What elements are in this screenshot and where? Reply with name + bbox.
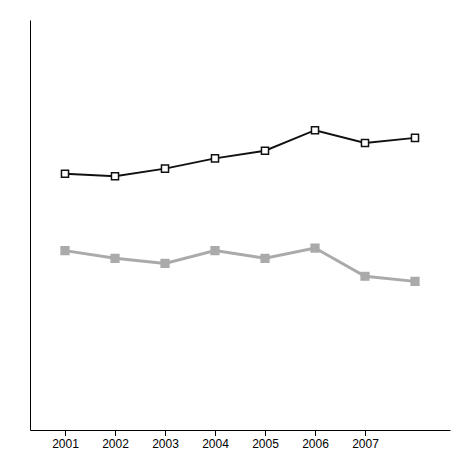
x-tick-mark [315, 430, 316, 436]
x-tick-label: 2006 [302, 437, 329, 451]
marker [411, 278, 419, 286]
x-tick-label: 2007 [352, 437, 379, 451]
marker [311, 244, 319, 252]
marker [361, 139, 368, 146]
x-tick-label: 2004 [202, 437, 229, 451]
chart: 2001 2002 2003 2004 2005 2006 2007 [0, 0, 474, 474]
x-tick-label: 2002 [102, 437, 129, 451]
x-tick-label: 2001 [52, 437, 79, 451]
marker [161, 260, 169, 268]
marker [111, 254, 119, 262]
x-tick-mark [65, 430, 66, 436]
x-tick: 2001 [52, 430, 79, 451]
x-tick-mark [265, 430, 266, 436]
x-tick: 2003 [152, 430, 179, 451]
marker [261, 147, 268, 154]
y-axis-line [30, 21, 31, 431]
marker [111, 173, 118, 180]
marker [261, 254, 269, 262]
series [61, 244, 419, 285]
marker [411, 134, 418, 141]
x-tick: 2002 [102, 430, 129, 451]
x-axis-line [31, 430, 451, 431]
marker [161, 165, 168, 172]
marker [61, 170, 68, 177]
x-axis: 2001 2002 2003 2004 2005 2006 2007 [31, 430, 451, 451]
x-tick: 2007 [352, 430, 379, 451]
x-tick-label: 2003 [152, 437, 179, 451]
x-tick: 2004 [202, 430, 229, 451]
y-axis [30, 21, 31, 431]
series [61, 127, 418, 180]
marker [211, 155, 218, 162]
x-tick-mark [115, 430, 116, 436]
plot: 2001 2002 2003 2004 2005 2006 2007 [31, 21, 451, 451]
line [65, 248, 415, 281]
marker [311, 127, 318, 134]
x-tick: 2006 [302, 430, 329, 451]
line [65, 130, 415, 176]
marker [211, 247, 219, 255]
x-tick-mark [215, 430, 216, 436]
marks [61, 127, 419, 286]
marker [61, 247, 69, 255]
x-tick-mark [165, 430, 166, 436]
x-tick-label: 2005 [252, 437, 279, 451]
x-tick-mark [365, 430, 366, 436]
x-tick: 2005 [252, 430, 279, 451]
marker [361, 272, 369, 280]
